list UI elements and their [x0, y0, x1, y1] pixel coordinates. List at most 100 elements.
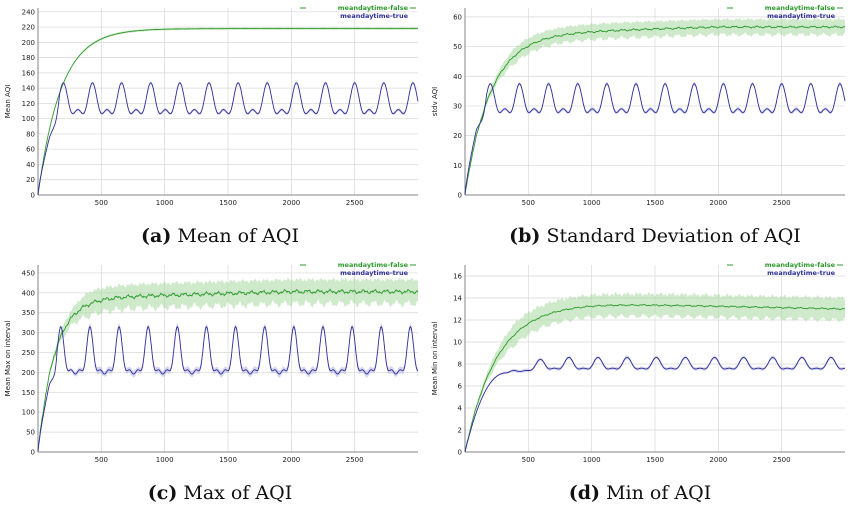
- y-tick-label: 450: [22, 269, 35, 277]
- x-tick-label: 1500: [646, 456, 664, 464]
- y-tick-label: 100: [22, 409, 35, 417]
- x-tick-label: 1500: [219, 456, 237, 464]
- y-tick-label: 14: [453, 295, 462, 303]
- y-tick-label: 40: [26, 161, 35, 169]
- y-tick-label: 80: [26, 130, 35, 138]
- y-axis-label: Mean AQI: [4, 85, 12, 119]
- y-tick-label: 0: [31, 192, 35, 200]
- x-tick-label: 500: [522, 199, 535, 207]
- y-tick-label: 120: [22, 100, 35, 108]
- chart-panel-c: 0 50 100 150 200 250 300 350 400 450 500 1000 1500 20…: [0, 257, 427, 475]
- x-tick-label: 500: [95, 199, 108, 207]
- series-line-false: [37, 28, 418, 196]
- y-tick-label: 6: [458, 383, 463, 391]
- y-tick-label: 2: [458, 427, 462, 435]
- y-tick-label: 60: [26, 146, 35, 154]
- y-tick-label: 140: [22, 85, 35, 93]
- legend-entry-true: meandaytime-true: [340, 12, 408, 20]
- y-tick-label: 240: [22, 8, 35, 16]
- x-tick-label: 1000: [156, 199, 174, 207]
- y-tick-label: 50: [26, 429, 35, 437]
- caption-b-text: Standard Deviation of AQI: [546, 225, 801, 247]
- x-tick-label: 500: [95, 456, 108, 464]
- legend-entry-false: meandaytime-false: [765, 261, 836, 269]
- series-line-true: [37, 325, 419, 453]
- legend-entry-true: meandaytime-true: [767, 269, 835, 277]
- x-tick-label: 2000: [282, 456, 300, 464]
- y-tick-label: 20: [26, 176, 35, 184]
- y-tick-label: 180: [22, 54, 35, 62]
- x-tick-label: 2500: [346, 456, 364, 464]
- chart-panel-d: 0 2 4 6 8 10 12 14 16 500 1000 1500 2000 2500 Mean Min…: [427, 257, 854, 475]
- legend-entry-false: meandaytime-false: [338, 261, 409, 269]
- x-tick-label: 1000: [583, 456, 601, 464]
- legend-entry-false: meandaytime-false: [338, 4, 409, 12]
- series-line-true: [37, 82, 419, 196]
- y-tick-label: 40: [453, 73, 462, 81]
- y-tick-label: 16: [453, 273, 462, 281]
- y-tick-label: 10: [453, 339, 462, 347]
- y-tick-label: 220: [22, 24, 35, 32]
- y-tick-label: 300: [22, 329, 35, 337]
- chart-d-svg: 0 2 4 6 8 10 12 14 16 500 1000 1500 2000 2500 Mean Min…: [431, 261, 846, 464]
- caption-d-text: Min of AQI: [606, 482, 712, 504]
- y-tick-label: 12: [453, 317, 462, 325]
- y-tick-label: 4: [458, 405, 463, 413]
- x-tick-label: 500: [522, 456, 535, 464]
- y-tick-label: 0: [31, 449, 35, 457]
- x-tick-label: 1500: [646, 199, 664, 207]
- y-tick-label: 160: [22, 69, 35, 77]
- series-band-true: [465, 81, 845, 195]
- x-tick-label: 2000: [709, 456, 727, 464]
- caption-a-text: Mean of AQI: [177, 225, 299, 247]
- y-tick-label: 200: [22, 369, 35, 377]
- y-tick-label: 350: [22, 309, 35, 317]
- y-axis-label: Mean Min on interval: [431, 322, 439, 396]
- chart-panel-b: 0 10 20 30 40 50 60 500 1000 1500 2000 2500 stdv AQI…: [427, 0, 854, 218]
- y-tick-label: 250: [22, 349, 35, 357]
- x-tick-label: 2500: [773, 456, 791, 464]
- series-band-true: [465, 355, 845, 452]
- y-tick-label: 200: [22, 39, 35, 47]
- y-tick-label: 100: [22, 115, 35, 123]
- y-tick-label: 0: [458, 449, 462, 457]
- chart-a-svg: 0 20 40 60 80 100 120 140 160 180 200 220 240 500 1000…: [4, 4, 419, 207]
- y-tick-label: 8: [458, 361, 462, 369]
- caption-c-text: Max of AQI: [183, 482, 293, 504]
- series-line-false: [464, 25, 846, 195]
- caption-d: (d) Min of AQI: [520, 482, 760, 504]
- legend-entry-true: meandaytime-true: [340, 269, 408, 277]
- caption-d-letter: (d): [568, 482, 601, 504]
- caption-a-letter: (a): [141, 225, 172, 247]
- y-tick-label: 50: [453, 43, 462, 51]
- x-tick-label: 2500: [773, 199, 791, 207]
- x-tick-label: 2000: [709, 199, 727, 207]
- legend-entry-true: meandaytime-true: [767, 12, 835, 20]
- series-band-false: [465, 17, 845, 195]
- legend-entry-false: meandaytime-false: [765, 4, 836, 12]
- y-tick-label: 10: [453, 162, 462, 170]
- x-tick-label: 2000: [282, 199, 300, 207]
- caption-c-letter: (c): [147, 482, 178, 504]
- y-axis-label: Mean Max on interval: [4, 321, 12, 397]
- y-axis-label: stdv AQI: [431, 87, 439, 116]
- y-tick-label: 30: [453, 102, 462, 110]
- y-tick-label: 0: [458, 192, 462, 200]
- caption-a: (a) Mean of AQI: [100, 225, 340, 247]
- chart-b-svg: 0 10 20 30 40 50 60 500 1000 1500 2000 2500 stdv AQI…: [431, 4, 846, 207]
- series-line-true: [464, 83, 846, 196]
- y-tick-label: 60: [453, 13, 462, 21]
- y-tick-label: 150: [22, 389, 35, 397]
- series-line-false: [464, 303, 846, 452]
- x-tick-label: 2500: [346, 199, 364, 207]
- y-tick-label: 400: [22, 289, 35, 297]
- y-tick-label: 20: [453, 132, 462, 140]
- series-line-true: [464, 356, 846, 453]
- series-band-false: [465, 291, 845, 452]
- x-tick-label: 1000: [583, 199, 601, 207]
- series-band-false: [38, 277, 418, 451]
- x-tick-label: 1000: [156, 456, 174, 464]
- series-line-false: [37, 288, 419, 452]
- caption-c: (c) Max of AQI: [100, 482, 340, 504]
- caption-b: (b) Standard Deviation of AQI: [475, 225, 835, 247]
